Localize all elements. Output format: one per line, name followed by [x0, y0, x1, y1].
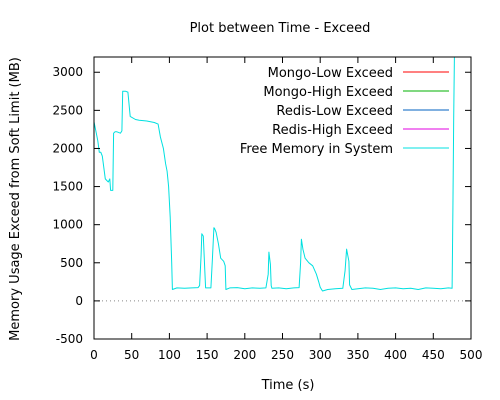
x-tick-label: 450: [422, 348, 445, 362]
y-tick-label: 500: [60, 256, 83, 270]
chart-title: Plot between Time - Exceed: [190, 21, 371, 36]
legend-label: Redis-Low Exceed: [276, 104, 393, 119]
legend-label: Mongo-Low Exceed: [268, 66, 393, 81]
x-axis-label: Time (s): [261, 378, 315, 393]
tick-layer: 0 50 100 150 200 250 300 350 400 450 500 -500 0 500 10…: [52, 57, 482, 362]
series-line-free-memory-in-system: [93, 56, 455, 292]
y-tick-label: -500: [56, 332, 83, 346]
y-tick-label: 2500: [52, 103, 83, 117]
x-tick-label: 0: [90, 348, 98, 362]
y-tick-label: 2000: [52, 141, 83, 155]
x-tick-label: 200: [233, 348, 256, 362]
y-axis-label: Memory Usage Exceed from Soft Limit (MB): [8, 57, 23, 341]
legend-label: Mongo-High Exceed: [263, 85, 393, 100]
x-tick-label: 250: [271, 348, 294, 362]
y-tick-label: 1000: [52, 218, 83, 232]
x-tick-label: 300: [309, 348, 332, 362]
x-tick-label: 100: [158, 348, 181, 362]
x-tick-label: 400: [384, 348, 407, 362]
x-tick-label: 500: [460, 348, 483, 362]
x-tick-label: 150: [196, 348, 219, 362]
y-tick-label: 0: [75, 294, 83, 308]
legend: Mongo-Low Exceed Mongo-High Exceed Redis-L…: [240, 66, 449, 157]
x-tick-label: 50: [124, 348, 139, 362]
series-layer: [93, 56, 455, 292]
legend-label: Free Memory in System: [240, 142, 393, 157]
x-tick-label: 350: [346, 348, 369, 362]
legend-label: Redis-High Exceed: [272, 123, 393, 138]
y-tick-label: 3000: [52, 65, 83, 79]
y-tick-label: 1500: [52, 180, 83, 194]
